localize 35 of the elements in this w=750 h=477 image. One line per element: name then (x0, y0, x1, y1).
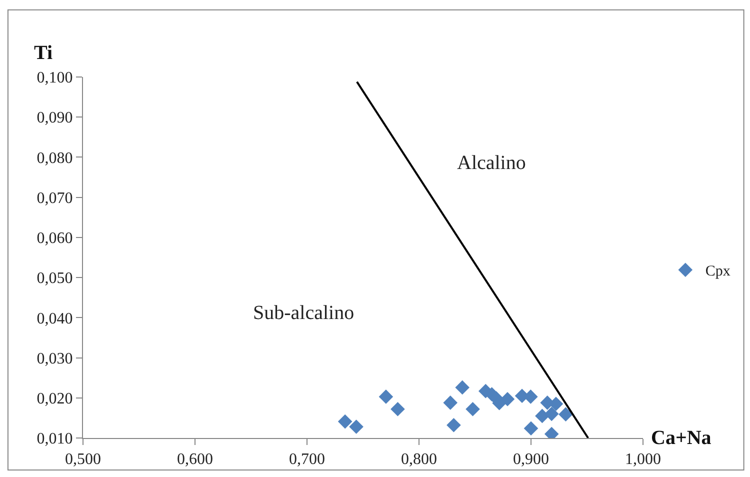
point (443, 396, 458, 410)
point (500, 392, 515, 406)
point (544, 406, 559, 422)
y-tick-label: 0,020 (36, 390, 73, 408)
y-tick-label: 0,090 (36, 110, 73, 127)
y-tick-label: 0,080 (36, 150, 73, 167)
x-axis-title: Ca+Na (651, 427, 712, 449)
point (524, 421, 538, 436)
point (535, 408, 550, 424)
x-tick-label: 0,500 (65, 451, 101, 468)
point (378, 390, 394, 404)
y-tick-label: 0,050 (36, 270, 73, 288)
x-tick-label: 0,800 (401, 451, 437, 468)
point (455, 380, 470, 395)
y-tick-label: 0,070 (36, 190, 73, 207)
x-tick-label: 0,600 (177, 451, 213, 468)
point (446, 418, 461, 432)
y-axis-title: Ti (34, 42, 53, 64)
y-tick-label: 0,030 (36, 350, 73, 368)
x-tick-label: 0,900 (513, 451, 549, 468)
y-tick-label: 0,010 (36, 430, 73, 448)
legend-label: Cpx (705, 264, 731, 280)
point (390, 402, 405, 416)
point (349, 420, 364, 434)
annotation: Alcalino (457, 152, 526, 174)
point (558, 407, 573, 422)
y-tick-label: 0,100 (36, 70, 73, 87)
point (338, 414, 352, 429)
y-tick-label: 0,060 (36, 230, 73, 248)
annotation: Sub-alcalino (253, 302, 354, 324)
point (524, 390, 538, 404)
point (466, 402, 480, 416)
x-tick-label: 0,700 (289, 451, 325, 468)
y-tick-label: 0,040 (36, 310, 73, 328)
x-tick-label: 1,000 (625, 451, 661, 468)
